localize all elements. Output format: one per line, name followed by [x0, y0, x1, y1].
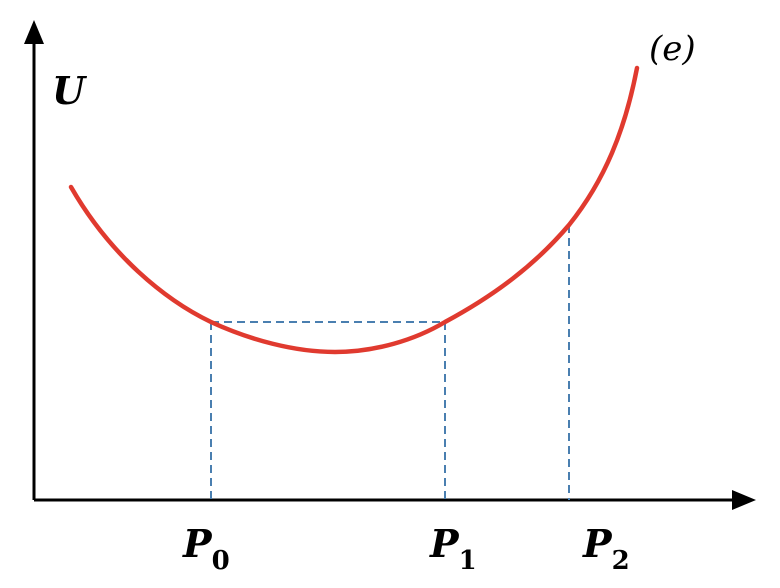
y-axis-arrow-icon [24, 20, 44, 44]
y-axis-label: U [52, 68, 88, 113]
tick-p0-main: P [182, 521, 213, 566]
u-curve [68, 65, 640, 355]
tick-label-p2: P2 [582, 521, 630, 576]
panel-tag: (e) [649, 29, 696, 69]
tick-label-p0: P0 [182, 521, 230, 576]
tick-p1-main: P [429, 521, 460, 566]
tick-label-p1: P1 [429, 521, 477, 576]
tick-p2-sub: 2 [612, 546, 630, 576]
tick-p2-main: P [582, 521, 613, 566]
tick-p1-sub: 1 [459, 546, 477, 576]
x-axis-arrow-icon [732, 490, 756, 510]
tick-p0-sub: 0 [212, 546, 230, 576]
